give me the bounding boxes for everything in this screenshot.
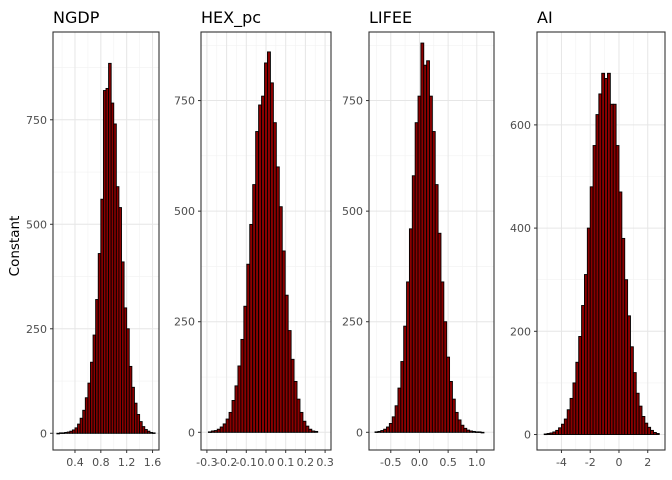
x-tick-label: -0.1 xyxy=(236,456,257,469)
y-tick-label: 250 xyxy=(26,323,47,336)
x-tick-label: 0.0 xyxy=(411,456,429,469)
y-tick-label: 500 xyxy=(342,205,363,218)
panel-lifee: LIFEE 0 250 500 750 -0.5 0.0 0.5 1.0 xyxy=(342,8,495,469)
panel-title-lifee: LIFEE xyxy=(369,8,412,27)
y-axis-label: Constant xyxy=(7,216,23,277)
panel-title-ai: AI xyxy=(537,8,553,27)
histogram-bar xyxy=(655,433,660,435)
x-tick-label: 1.2 xyxy=(118,456,136,469)
x-tick-label: -2 xyxy=(585,456,596,469)
panel-hex-pc: HEX_pc 0 250 500 750 -0.3-0.2-0.1 0.0 0.1 0.2 0.… xyxy=(174,8,334,469)
x-tick-label: 0.2 xyxy=(297,456,315,469)
y-tick-label: 250 xyxy=(174,316,195,329)
panel-title-ngdp: NGDP xyxy=(53,8,100,27)
x-tick-label: 0.3 xyxy=(316,456,334,469)
histogram-bar xyxy=(314,430,319,433)
x-tick-label: 0.4 xyxy=(66,456,84,469)
y-tick-label: 250 xyxy=(342,316,363,329)
y-tick-label: 500 xyxy=(26,218,47,231)
y-tick-label: 750 xyxy=(26,114,47,127)
x-tick-label: 0.5 xyxy=(439,456,457,469)
y-tick-label: 400 xyxy=(510,222,531,235)
histogram-bar xyxy=(480,431,485,434)
y-tick-label: 200 xyxy=(510,325,531,338)
y-tick-label: 750 xyxy=(174,95,195,108)
x-tick-label: -0.5 xyxy=(380,456,401,469)
x-tick-label: 0 xyxy=(615,456,622,469)
y-tick-label: 750 xyxy=(342,95,363,108)
y-tick-label: 500 xyxy=(174,205,195,218)
x-tick-label: -4 xyxy=(556,456,567,469)
x-tick-label: 2 xyxy=(644,456,651,469)
y-tick-label: 0 xyxy=(40,427,47,440)
panel-title-hex-pc: HEX_pc xyxy=(201,8,261,28)
y-tick-label: 0 xyxy=(356,426,363,439)
histogram-bar xyxy=(152,432,156,434)
x-tick-label: 0.0 xyxy=(257,456,275,469)
y-tick-label: 600 xyxy=(510,119,531,132)
panel-border xyxy=(368,31,495,451)
panel-ngdp: NGDP 0 250 500 750 0.4 0.8 1.2 1.6 xyxy=(26,8,161,469)
x-tick-label: 1.6 xyxy=(144,456,162,469)
x-tick-label: 0.8 xyxy=(92,456,110,469)
x-tick-label: 1.0 xyxy=(468,456,486,469)
x-tick-label: -0.2 xyxy=(216,456,237,469)
x-tick-label: -0.3 xyxy=(196,456,217,469)
y-tick-label: 0 xyxy=(188,426,195,439)
y-tick-label: 0 xyxy=(524,429,531,442)
panel-ai: AI 0 200 400 600 -4 -2 0 2 xyxy=(510,8,666,469)
panel-border xyxy=(52,31,160,451)
panel-border xyxy=(536,31,666,451)
x-tick-label: 0.1 xyxy=(277,456,295,469)
